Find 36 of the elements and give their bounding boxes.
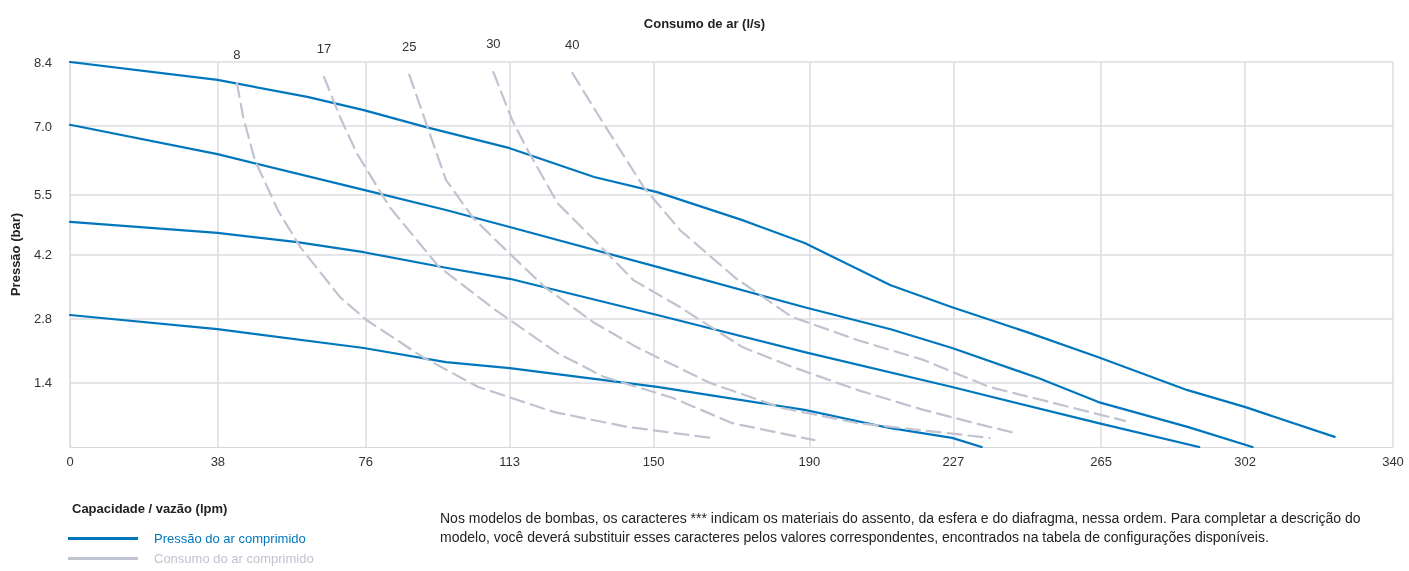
x-tick-label: 227 bbox=[942, 454, 965, 469]
x-tick-label: 265 bbox=[1090, 454, 1113, 469]
line-series bbox=[68, 60, 1336, 439]
annotation: 40 bbox=[565, 37, 580, 52]
line-series bbox=[408, 73, 991, 439]
line-series bbox=[68, 123, 1254, 449]
line-series bbox=[322, 76, 816, 442]
x-tick-label: 38 bbox=[210, 454, 226, 469]
line-series bbox=[492, 70, 1016, 434]
x-tick-label: 0 bbox=[66, 454, 74, 469]
x-tick-label: 190 bbox=[798, 454, 821, 469]
line-series bbox=[68, 220, 1201, 449]
y-tick-label: 7.0 bbox=[34, 118, 53, 134]
text: Consumo do ar comprimido bbox=[154, 550, 314, 566]
annotation: 30 bbox=[486, 36, 501, 52]
text: Nos modelos de bombas, os caracteres *** indicam os materiais do assento, da esfera e do diafragma, nessa ordem. Para completar a descrição do modelo, você deverá substituir esses caracteres pelos valores correspondentes, encontrados na tabela de configurações disponíveis. bbox=[440, 509, 1365, 545]
line-series bbox=[235, 81, 712, 439]
y-tick-label: 2.8 bbox=[34, 311, 53, 327]
x-tick-label: 76 bbox=[358, 454, 373, 469]
y-tick-label: 1.4 bbox=[34, 375, 53, 391]
x-tick-label: 340 bbox=[1382, 454, 1404, 469]
y-tick-label: 5.5 bbox=[34, 187, 53, 203]
y-axis-title: Pressão (bar) bbox=[8, 212, 23, 297]
line-series bbox=[571, 71, 1126, 422]
annotation: 8 bbox=[233, 47, 241, 63]
annotation: 25 bbox=[402, 38, 417, 54]
x-tick-label: 150 bbox=[642, 454, 665, 469]
line-series bbox=[68, 313, 983, 449]
y-tick-label: 4.2 bbox=[34, 247, 53, 262]
x-axis-title: Capacidade / vazão (lpm) bbox=[72, 501, 228, 516]
x-tick-label: 113 bbox=[499, 454, 521, 469]
y-tick-label: 8.4 bbox=[34, 54, 53, 70]
text: Pressão do ar comprimido bbox=[154, 530, 306, 546]
chart-title: Consumo de ar (l/s) bbox=[643, 16, 766, 31]
x-tick-label: 302 bbox=[1234, 454, 1256, 469]
annotation: 17 bbox=[316, 41, 332, 57]
